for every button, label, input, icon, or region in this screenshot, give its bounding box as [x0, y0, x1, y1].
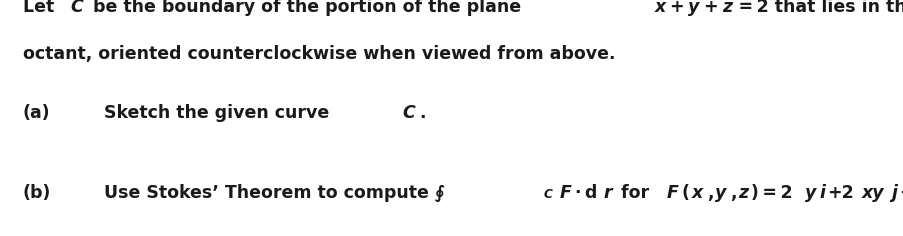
Text: be the boundary of the portion of the plane: be the boundary of the portion of the pl…: [87, 0, 526, 16]
Text: x: x: [692, 184, 703, 202]
Text: (b): (b): [23, 184, 51, 202]
Text: +: +: [669, 0, 684, 16]
Text: ,: ,: [706, 184, 712, 202]
Text: · d: · d: [574, 184, 597, 202]
Text: ,: ,: [729, 184, 735, 202]
Text: ) = 2: ) = 2: [750, 184, 792, 202]
Text: +: +: [898, 184, 903, 202]
Text: C: C: [402, 104, 414, 122]
Text: (a): (a): [23, 104, 51, 122]
Text: z: z: [721, 0, 731, 16]
Text: j: j: [890, 184, 896, 202]
Text: = 2 that lies in the first: = 2 that lies in the first: [734, 0, 903, 16]
Text: (: (: [681, 184, 689, 202]
Text: y: y: [804, 184, 815, 202]
Text: octant, oriented counterclockwise when viewed from above.: octant, oriented counterclockwise when v…: [23, 45, 614, 63]
Text: Let: Let: [23, 0, 60, 16]
Text: y: y: [688, 0, 699, 16]
Text: F: F: [559, 184, 571, 202]
Text: z: z: [738, 184, 748, 202]
Text: r: r: [603, 184, 611, 202]
Text: F: F: [666, 184, 677, 202]
Text: +2: +2: [826, 184, 853, 202]
Text: x: x: [655, 0, 666, 16]
Text: .: .: [418, 104, 424, 122]
Text: Use Stokes’ Theorem to compute ∮: Use Stokes’ Theorem to compute ∮: [104, 184, 444, 202]
Text: C: C: [70, 0, 83, 16]
Text: for: for: [614, 184, 654, 202]
Text: xy: xy: [861, 184, 883, 202]
Text: Sketch the given curve: Sketch the given curve: [104, 104, 335, 122]
Text: C: C: [543, 188, 552, 201]
Text: y: y: [714, 184, 726, 202]
Text: +: +: [703, 0, 717, 16]
Text: i: i: [819, 184, 824, 202]
